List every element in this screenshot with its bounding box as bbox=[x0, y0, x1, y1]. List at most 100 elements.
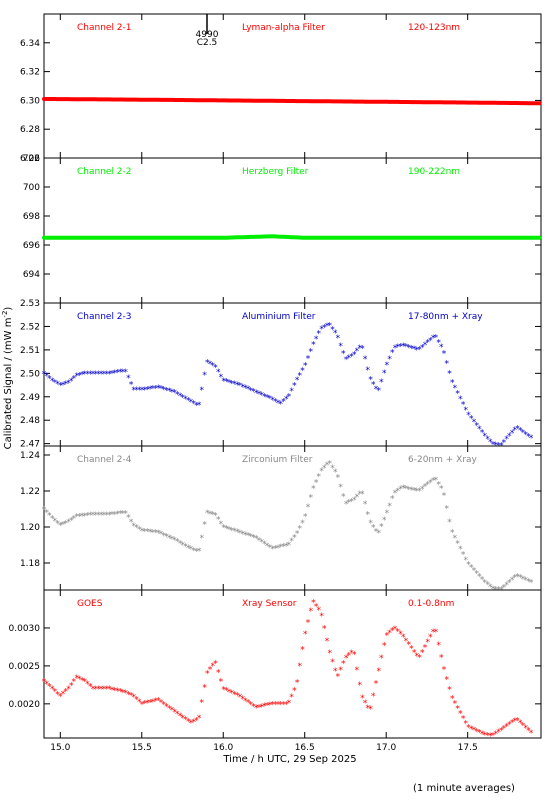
series-marker: * bbox=[243, 384, 248, 394]
series-marker: * bbox=[205, 670, 210, 680]
series-marker: * bbox=[240, 383, 245, 393]
series-marker: * bbox=[183, 542, 188, 552]
series-marker: * bbox=[298, 662, 303, 672]
y-tick-label: 6.26 bbox=[20, 154, 40, 164]
series-marker: * bbox=[485, 731, 490, 741]
series-marker: * bbox=[279, 543, 284, 553]
series-marker: * bbox=[382, 642, 387, 652]
series-marker: * bbox=[80, 371, 85, 381]
series-marker: * bbox=[281, 398, 286, 408]
series-marker: * bbox=[148, 698, 153, 708]
series-marker: * bbox=[164, 533, 169, 543]
series-marker: * bbox=[142, 700, 147, 710]
y-tick-label: 6.30 bbox=[20, 96, 40, 106]
series-marker: * bbox=[66, 379, 71, 389]
series-marker: * bbox=[178, 539, 183, 549]
series-marker: * bbox=[417, 653, 422, 663]
y-tick-label: 2.53 bbox=[20, 299, 40, 309]
series-marker: * bbox=[216, 669, 221, 679]
series-marker: * bbox=[110, 369, 115, 379]
series-marker: * bbox=[455, 390, 460, 400]
series-marker: * bbox=[126, 514, 131, 524]
series-marker: * bbox=[376, 387, 381, 397]
series-marker: * bbox=[396, 343, 401, 353]
panel-band-label: 120-123nm bbox=[408, 23, 460, 33]
panel-1: 6.26 6.28 6.30 6.32 6.34 Channel 2-1 Lyman-alp… bbox=[20, 13, 542, 164]
series-marker: * bbox=[145, 385, 150, 395]
series-marker: * bbox=[181, 541, 186, 551]
series-marker: * bbox=[115, 369, 120, 379]
series-marker: * bbox=[194, 401, 199, 411]
series-marker: * bbox=[123, 509, 128, 519]
series-marker: * bbox=[423, 341, 428, 351]
y-tick-label: 6.28 bbox=[20, 125, 40, 135]
series-marker: * bbox=[341, 350, 346, 360]
series-marker: * bbox=[412, 648, 417, 658]
series-marker: * bbox=[374, 385, 379, 395]
series-marker: * bbox=[363, 699, 368, 709]
series-marker: * bbox=[279, 400, 284, 410]
series-marker: * bbox=[447, 686, 452, 696]
series-marker: * bbox=[148, 528, 153, 538]
series-marker: * bbox=[202, 521, 207, 531]
series-marker: * bbox=[265, 542, 270, 552]
series-marker: * bbox=[300, 519, 305, 529]
series-marker: * bbox=[213, 660, 218, 670]
series-marker: * bbox=[80, 676, 85, 686]
series-marker: * bbox=[368, 519, 373, 529]
series-marker: * bbox=[349, 649, 354, 659]
series-marker: * bbox=[113, 687, 118, 697]
series-marker: * bbox=[306, 354, 311, 364]
series-marker: * bbox=[444, 505, 449, 515]
series-marker: * bbox=[368, 705, 373, 715]
series-marker: * bbox=[69, 516, 74, 526]
series-marker: * bbox=[412, 487, 417, 497]
series-marker: * bbox=[191, 400, 196, 410]
series-marker: * bbox=[61, 690, 66, 700]
series-marker: * bbox=[216, 516, 221, 526]
series-marker: * bbox=[262, 702, 267, 712]
series-marker: * bbox=[488, 583, 493, 593]
series-marker: * bbox=[64, 380, 69, 390]
series-marker: * bbox=[96, 685, 101, 695]
series-marker: * bbox=[132, 386, 137, 396]
series-marker: * bbox=[72, 678, 77, 688]
series-marker: * bbox=[257, 703, 262, 713]
series-marker: * bbox=[243, 697, 248, 707]
series-marker: * bbox=[219, 520, 224, 530]
series-marker: * bbox=[64, 688, 69, 698]
series-marker: * bbox=[502, 724, 507, 734]
x-tick-label: 15.5 bbox=[132, 743, 152, 753]
series-marker: * bbox=[205, 358, 210, 368]
y-tick-label: 1.20 bbox=[20, 523, 40, 533]
series-marker: * bbox=[42, 506, 47, 516]
series-marker: * bbox=[50, 515, 55, 525]
y-tick-label: 2.51 bbox=[20, 346, 40, 356]
series-marker: * bbox=[262, 392, 267, 402]
series-marker: * bbox=[208, 666, 213, 676]
series-marker: * bbox=[151, 528, 156, 538]
series-marker: * bbox=[420, 485, 425, 495]
series-marker: * bbox=[181, 714, 186, 724]
series-marker: * bbox=[208, 360, 213, 370]
series-marker: * bbox=[107, 370, 112, 380]
series-marker: * bbox=[88, 683, 93, 693]
panel-band-label: 190-222nm bbox=[408, 167, 460, 177]
series-marker: * bbox=[268, 544, 273, 554]
series-marker: * bbox=[409, 486, 414, 496]
series-marker: * bbox=[360, 490, 365, 500]
series-marker: * bbox=[322, 464, 327, 474]
series-marker: * bbox=[507, 721, 512, 731]
series-marker: * bbox=[349, 352, 354, 362]
series-marker: * bbox=[515, 716, 520, 726]
series-marker: * bbox=[355, 493, 360, 503]
series-marker: * bbox=[210, 662, 215, 672]
series-marker: * bbox=[238, 382, 243, 392]
series-marker: * bbox=[404, 637, 409, 647]
panel-frame bbox=[43, 589, 542, 739]
series-marker: * bbox=[469, 414, 474, 424]
panel-2: 694 696 698 700 702 Channel 2-2 Herzberg Filte… bbox=[23, 154, 542, 304]
series-marker: * bbox=[319, 612, 324, 622]
series-marker: * bbox=[336, 334, 341, 344]
series-marker: * bbox=[161, 701, 166, 711]
